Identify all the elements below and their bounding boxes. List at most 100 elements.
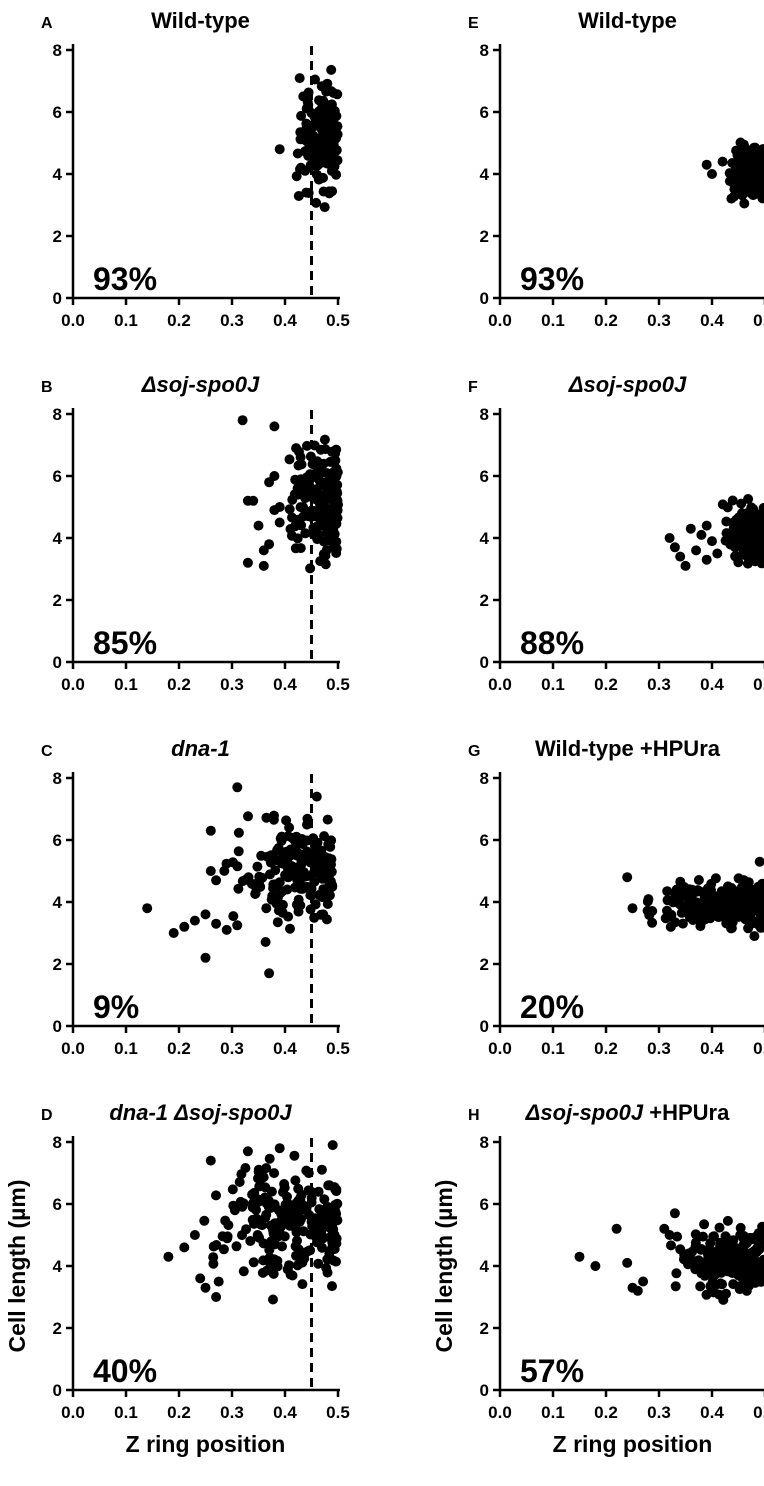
y-tick-label: 6 — [480, 1195, 489, 1214]
data-point — [295, 502, 306, 513]
data-point — [243, 811, 253, 822]
panel-a: A Wild-type 0 2 4 6 8 0.0 0.1 0.2 0.3 0.4 0.5 93% — [41, 8, 350, 330]
panel-letter: C — [41, 743, 53, 760]
data-point — [753, 523, 764, 534]
data-point — [611, 1223, 622, 1234]
data-point — [660, 913, 671, 924]
data-point — [756, 186, 764, 197]
data-point — [211, 1190, 221, 1201]
y-tick-label: 4 — [53, 1257, 63, 1276]
data-point — [736, 168, 746, 179]
data-point — [701, 159, 712, 170]
data-point — [258, 560, 269, 571]
data-point — [304, 1210, 315, 1221]
data-point — [326, 64, 337, 75]
x-tick-label: 0.0 — [61, 1039, 85, 1058]
data-point — [319, 434, 330, 445]
data-point — [330, 1200, 340, 1210]
data-point — [318, 858, 329, 869]
y-tick-label: 0 — [480, 1381, 489, 1400]
data-point — [278, 1187, 288, 1198]
data-point — [264, 869, 275, 880]
data-point — [704, 1258, 715, 1269]
data-point — [323, 882, 334, 893]
data-point — [305, 563, 316, 574]
data-point — [757, 1240, 764, 1251]
data-point — [743, 923, 754, 934]
data-point — [286, 530, 297, 541]
data-point — [622, 872, 633, 883]
panel-title: dna-1 Δsoj-spo0J — [109, 1100, 292, 1125]
data-point — [701, 520, 712, 531]
data-point — [664, 533, 675, 543]
y-tick-label: 6 — [53, 831, 62, 850]
x-tick-label: 0.4 — [700, 311, 724, 330]
x-tick-label: 0.5 — [326, 311, 350, 330]
data-point — [301, 1165, 312, 1176]
data-point — [727, 1268, 738, 1278]
x-tick-label: 0.5 — [753, 311, 764, 330]
data-point — [324, 1232, 335, 1243]
data-point — [264, 1153, 275, 1164]
data-point — [322, 899, 333, 909]
x-tick-label: 0.1 — [114, 311, 138, 330]
data-point — [315, 556, 326, 567]
panel-letter: D — [41, 1107, 53, 1124]
data-point — [232, 920, 243, 931]
data-point — [232, 782, 243, 793]
data-point — [714, 1222, 725, 1233]
x-axis-title: Z ring position — [126, 1431, 286, 1457]
data-point — [758, 1226, 764, 1237]
data-point — [326, 446, 337, 457]
data-point — [254, 1232, 265, 1243]
data-point — [233, 827, 244, 838]
x-tick-label: 0.4 — [700, 1039, 724, 1058]
x-tick-label: 0.3 — [220, 311, 244, 330]
data-point — [292, 475, 302, 486]
x-tick-label: 0.0 — [488, 311, 512, 330]
panel-title-part: Δsoj-spo0J — [525, 1100, 644, 1125]
data-point — [261, 1198, 272, 1209]
x-tick-label: 0.1 — [541, 675, 565, 694]
data-point — [199, 1215, 210, 1226]
data-point — [669, 1208, 680, 1219]
data-point — [306, 852, 317, 863]
data-point — [314, 95, 324, 106]
x-tick-label: 0.4 — [273, 675, 297, 694]
panel-b: B Δsoj-spo0J 0 2 4 6 8 0.0 0.1 0.2 0.3 0.4 0.5 85% — [41, 372, 350, 694]
data-point — [268, 1228, 279, 1239]
data-point — [284, 1260, 294, 1271]
data-point — [327, 1281, 337, 1292]
data-point — [683, 899, 694, 910]
data-point — [669, 542, 680, 553]
x-tick-label: 0.2 — [594, 311, 618, 330]
data-point — [257, 1267, 268, 1278]
y-tick-label: 4 — [53, 165, 63, 184]
data-point — [675, 1244, 686, 1255]
x-tick-label: 0.3 — [220, 1039, 244, 1058]
data-point — [281, 846, 292, 857]
data-point — [256, 850, 267, 861]
data-point — [222, 1231, 233, 1242]
data-point — [236, 1169, 247, 1180]
x-tick-label: 0.5 — [753, 675, 764, 694]
x-tick-label: 0.0 — [61, 311, 85, 330]
x-tick-label: 0.5 — [326, 1403, 350, 1422]
data-point — [711, 1279, 722, 1290]
data-point — [235, 1196, 246, 1207]
data-point — [313, 1258, 324, 1269]
data-point — [269, 1199, 280, 1210]
data-point — [302, 871, 313, 881]
data-point — [306, 1193, 317, 1203]
data-point — [744, 898, 755, 909]
data-point — [211, 875, 222, 886]
data-point — [755, 922, 764, 933]
data-point — [695, 1281, 706, 1292]
data-point — [314, 475, 325, 486]
data-point — [289, 489, 300, 500]
y-tick-label: 2 — [53, 955, 62, 974]
data-point — [293, 894, 304, 905]
data-point — [311, 169, 322, 180]
data-point — [276, 835, 287, 846]
